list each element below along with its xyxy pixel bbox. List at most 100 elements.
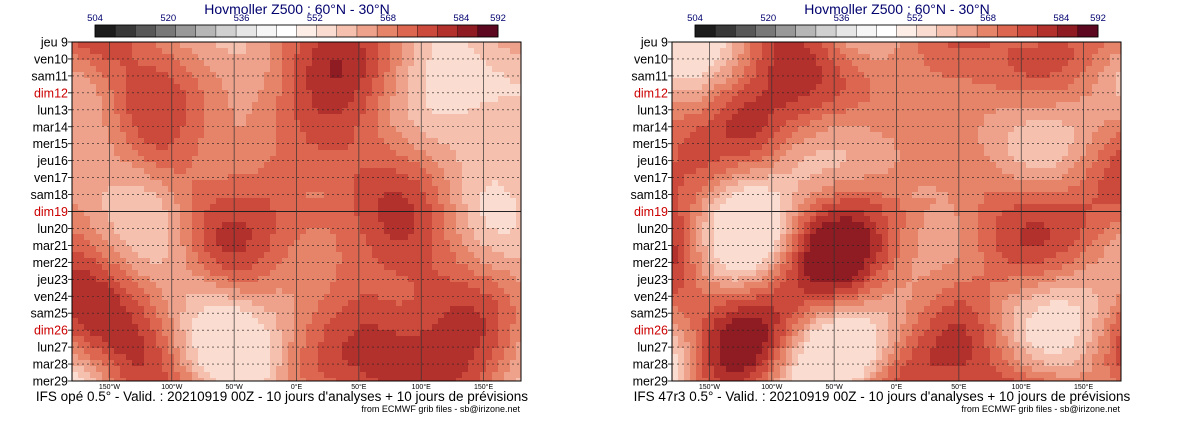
colorbar-tick-label: 504: [687, 13, 703, 24]
heatmap-cell: [234, 198, 240, 204]
heatmap-cell: [462, 42, 468, 48]
heatmap-cell: [378, 246, 384, 252]
heatmap-cell: [90, 114, 96, 120]
heatmap-cell: [192, 198, 198, 204]
heatmap-cell: [702, 42, 708, 48]
heatmap-cell: [198, 54, 204, 60]
heatmap-cell: [96, 300, 102, 306]
heatmap-cell: [186, 180, 192, 186]
heatmap-cell: [1056, 78, 1062, 84]
heatmap-cell: [222, 330, 228, 336]
heatmap-cell: [192, 84, 198, 90]
heatmap-cell: [228, 78, 234, 84]
heatmap-cell: [414, 108, 420, 114]
heatmap-cell: [270, 264, 276, 270]
heatmap-cell: [408, 264, 414, 270]
heatmap-cell: [468, 288, 474, 294]
heatmap-cell: [126, 150, 132, 156]
heatmap-cell: [168, 198, 174, 204]
heatmap-cell: [270, 300, 276, 306]
heatmap-cell: [210, 60, 216, 66]
heatmap-cell: [138, 72, 144, 78]
heatmap-cell: [192, 42, 198, 48]
heatmap-cell: [360, 306, 366, 312]
heatmap-cell: [240, 102, 246, 108]
heatmap-cell: [456, 204, 462, 210]
heatmap-cell: [222, 228, 228, 234]
heatmap-cell: [432, 246, 438, 252]
heatmap-cell: [402, 246, 408, 252]
heatmap-cell: [780, 54, 786, 60]
heatmap-cell: [90, 348, 96, 354]
heatmap-cell: [336, 240, 342, 246]
heatmap-cell: [360, 66, 366, 72]
heatmap-cell: [342, 168, 348, 174]
heatmap-cell: [156, 72, 162, 78]
heatmap-cell: [516, 264, 521, 270]
heatmap-cell: [90, 354, 96, 360]
heatmap-cell: [900, 60, 906, 66]
heatmap-cell: [192, 120, 198, 126]
heatmap-cell: [1062, 60, 1068, 66]
heatmap-cell: [402, 150, 408, 156]
heatmap-cell: [450, 96, 456, 102]
heatmap-cell: [396, 216, 402, 222]
heatmap-cell: [72, 300, 78, 306]
heatmap-cell: [258, 72, 264, 78]
heatmap-cell: [354, 222, 360, 228]
heatmap-cell: [372, 132, 378, 138]
heatmap-cell: [120, 258, 126, 264]
heatmap-cell: [192, 270, 198, 276]
heatmap-cell: [354, 300, 360, 306]
heatmap-cell: [936, 66, 942, 72]
heatmap-cell: [174, 150, 180, 156]
heatmap-cell: [702, 72, 708, 78]
heatmap-cell: [444, 348, 450, 354]
heatmap-cell: [474, 108, 480, 114]
heatmap-cell: [168, 192, 174, 198]
heatmap-cell: [810, 72, 816, 78]
heatmap-cell: [90, 210, 96, 216]
heatmap-cell: [1050, 78, 1056, 84]
heatmap-cell: [954, 42, 960, 48]
heatmap-cell: [246, 300, 252, 306]
heatmap-cell: [396, 282, 402, 288]
colorbar-swatch: [377, 25, 397, 37]
heatmap-cell: [492, 318, 498, 324]
heatmap-cell: [888, 66, 894, 72]
heatmap-cell: [378, 96, 384, 102]
heatmap-cell: [378, 294, 384, 300]
heatmap-cell: [450, 330, 456, 336]
heatmap-cell: [852, 72, 858, 78]
heatmap-cell: [180, 354, 186, 360]
heatmap-cell: [270, 144, 276, 150]
heatmap-cell: [372, 258, 378, 264]
heatmap-cell: [288, 372, 294, 378]
heatmap-cell: [360, 84, 366, 90]
heatmap-cell: [228, 168, 234, 174]
heatmap-cell: [378, 360, 384, 366]
heatmap-cell: [168, 168, 174, 174]
heatmap-cell: [474, 234, 480, 240]
heatmap-cell: [828, 42, 834, 48]
heatmap-cell: [360, 192, 366, 198]
heatmap-cell: [288, 48, 294, 54]
heatmap-cell: [132, 144, 138, 150]
heatmap-cell: [180, 150, 186, 156]
heatmap-cell: [120, 294, 126, 300]
heatmap-cell: [1014, 42, 1020, 48]
heatmap-cell: [138, 162, 144, 168]
heatmap-cell: [312, 150, 318, 156]
heatmap-cell: [270, 168, 276, 174]
heatmap-cell: [510, 102, 516, 108]
heatmap-cell: [210, 198, 216, 204]
heatmap-cell: [102, 282, 108, 288]
heatmap-cell: [324, 228, 330, 234]
heatmap-cell: [132, 324, 138, 330]
heatmap-cell: [450, 150, 456, 156]
heatmap-cell: [78, 42, 84, 48]
heatmap-cell: [360, 132, 366, 138]
heatmap-cell: [84, 246, 90, 252]
heatmap-cell: [186, 216, 192, 222]
heatmap-cell: [252, 294, 258, 300]
